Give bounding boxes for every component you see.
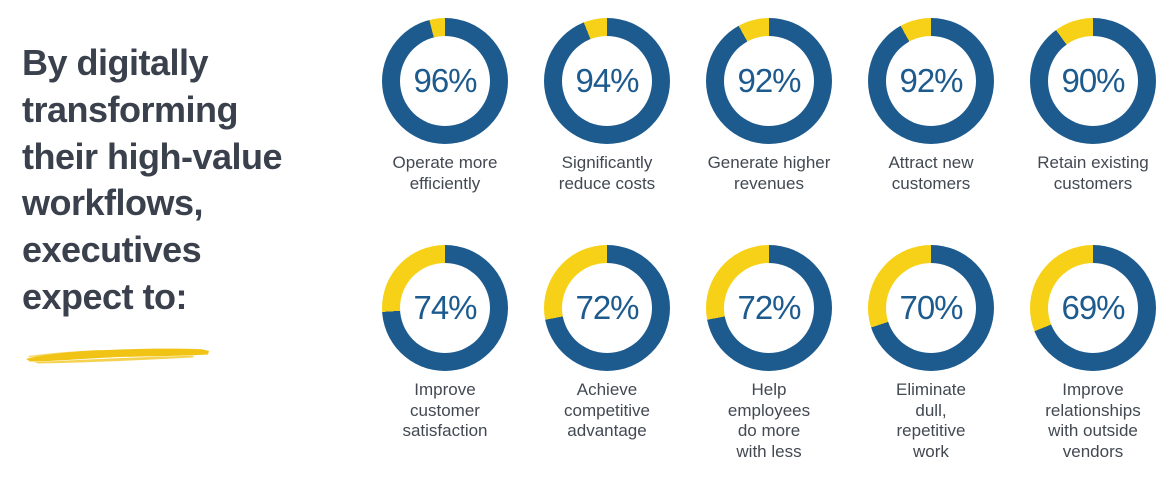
donut-hole: 96%: [400, 36, 490, 126]
donut-cell: 72% Help employees do more with less: [688, 245, 850, 463]
donut-cell: 92% Attract new customers: [850, 18, 1012, 194]
donut-chart: 94%: [544, 18, 670, 144]
donut-hole: 72%: [562, 263, 652, 353]
donut-label: Operate more efficiently: [392, 153, 498, 193]
donut-chart: 90%: [1030, 18, 1156, 144]
donut-value: 90%: [1061, 62, 1125, 99]
donut-hole: 72%: [724, 263, 814, 353]
donut-label: Improve customer satisfaction: [402, 380, 488, 441]
donut-cell: 69% Improve relationships with outside v…: [1012, 245, 1172, 463]
donut-label: Help employees do more with less: [727, 380, 811, 462]
donut-cell: 90% Retain existing customers: [1012, 18, 1172, 194]
donut-cell: 74% Improve customer satisfaction: [364, 245, 526, 463]
donut-label: Achieve competitive advantage: [564, 380, 650, 441]
donut-hole: 94%: [562, 36, 652, 126]
donut-label: Significantly reduce costs: [558, 153, 656, 193]
donut-value: 74%: [413, 289, 477, 326]
donut-label: Generate higher revenues: [707, 153, 831, 193]
donut-hole: 92%: [724, 36, 814, 126]
donut-chart: 72%: [544, 245, 670, 371]
donut-value: 70%: [899, 289, 963, 326]
donut-chart: 69%: [1030, 245, 1156, 371]
donut-value: 69%: [1061, 289, 1125, 326]
donut-value: 94%: [575, 62, 639, 99]
donut-label: Attract new customers: [888, 153, 974, 193]
donut-row-top: 96% Operate more efficiently 94% Signifi…: [364, 18, 1172, 194]
donut-value: 72%: [737, 289, 801, 326]
donut-label: Eliminate dull, repetitive work: [896, 380, 966, 462]
donut-cell: 70% Eliminate dull, repetitive work: [850, 245, 1012, 463]
donut-value: 92%: [737, 62, 801, 99]
donut-cell: 92% Generate higher revenues: [688, 18, 850, 194]
donut-value: 72%: [575, 289, 639, 326]
donut-chart: 72%: [706, 245, 832, 371]
donut-value: 92%: [899, 62, 963, 99]
brush-stroke-underline: [26, 348, 209, 364]
donut-label: Retain existing customers: [1037, 153, 1149, 193]
donut-chart: 96%: [382, 18, 508, 144]
donut-label: Improve relationships with outside vendo…: [1045, 380, 1141, 462]
donut-hole: 90%: [1048, 36, 1138, 126]
donut-hole: 69%: [1048, 263, 1138, 353]
donut-row-bottom: 74% Improve customer satisfaction 72% Ac…: [364, 245, 1172, 463]
page-title: By digitally transforming their high-val…: [22, 42, 283, 317]
donut-value: 96%: [413, 62, 477, 99]
donut-chart: 92%: [706, 18, 832, 144]
donut-cell: 96% Operate more efficiently: [364, 18, 526, 194]
donut-chart: 92%: [868, 18, 994, 144]
donut-hole: 92%: [886, 36, 976, 126]
donut-hole: 74%: [400, 263, 490, 353]
donut-hole: 70%: [886, 263, 976, 353]
donut-cell: 94% Significantly reduce costs: [526, 18, 688, 194]
donut-chart: 74%: [382, 245, 508, 371]
donut-cell: 72% Achieve competitive advantage: [526, 245, 688, 463]
donut-chart: 70%: [868, 245, 994, 371]
